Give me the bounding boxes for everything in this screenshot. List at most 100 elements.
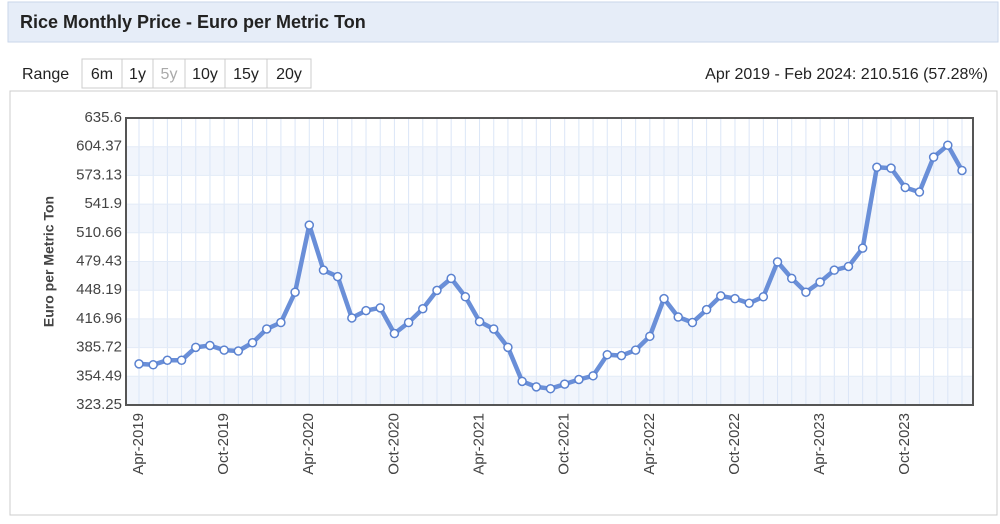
data-point [176,355,187,365]
data-point [815,277,825,287]
data-point [588,371,598,381]
data-point [545,383,556,394]
grid-band [126,204,973,233]
grid-band [126,146,973,176]
data-point [318,265,329,275]
data-point [758,292,769,302]
data-point [673,312,683,322]
range-button-label: 5y [161,66,178,83]
range-summary: Apr 2019 - Feb 2024: 210.516 (57.28%) [705,66,988,83]
data-point [219,345,229,355]
data-point [716,291,726,301]
data-point [730,293,740,304]
data-point [488,324,499,334]
y-tick-label: 635.6 [84,109,122,126]
x-tick-label: Oct-2023 [896,413,913,475]
data-point [191,342,201,353]
data-point [943,140,953,150]
data-point [432,285,442,296]
data-point [957,165,967,176]
data-point [517,376,527,387]
x-tick-label: Apr-2021 [471,413,488,475]
x-tick-label: Apr-2019 [130,413,147,475]
data-point [389,328,400,339]
y-tick-label: 510.66 [76,224,122,241]
data-point [162,355,173,365]
x-tick-label: Oct-2020 [385,413,402,475]
data-point [474,316,485,327]
data-point [928,152,939,162]
data-point [786,273,797,284]
data-point [233,346,244,356]
data-point [375,303,385,313]
data-point [574,374,584,385]
range-button[interactable] [184,58,226,89]
range-label: Range [22,66,69,83]
y-tick-label: 573.13 [76,166,122,183]
data-point [602,349,613,360]
data-point [332,271,343,282]
data-point [772,257,783,267]
y-tick-label: 354.49 [76,367,122,384]
data-point [290,287,300,297]
y-tick-label: 448.19 [76,281,122,298]
data-point [261,324,272,334]
data-point [134,359,144,369]
x-tick-label: Oct-2019 [215,413,232,475]
data-point [900,182,910,193]
range-button[interactable] [81,58,123,89]
y-tick-label: 323.25 [76,396,122,413]
data-point [645,331,655,342]
data-point [531,382,542,392]
data-point [347,313,357,323]
data-point [304,220,315,230]
data-point [559,379,570,389]
range-button-label: 10y [192,66,218,83]
data-point [403,317,414,328]
data-point [843,261,854,272]
page-title: Rice Monthly Price - Euro per Metric Ton [20,12,366,32]
range-button[interactable] [224,58,268,89]
range-button-label: 6m [91,66,113,83]
y-tick-label: 385.72 [76,339,122,356]
y-axis-label: Euro per Metric Ton [41,196,57,327]
plot-border [125,117,974,406]
y-tick-label: 541.9 [84,195,122,212]
data-point [361,305,371,316]
range-button[interactable] [152,58,186,89]
data-point [418,304,428,314]
x-tick-label: Apr-2020 [300,413,317,475]
range-button[interactable] [266,58,312,89]
data-point [446,273,456,284]
x-tick-label: Apr-2022 [641,413,658,475]
y-tick-label: 416.96 [76,310,122,327]
y-tick-label: 479.43 [76,252,122,269]
data-point [148,360,158,370]
data-point [276,317,286,328]
range-button-label: 1y [129,66,146,83]
data-point [503,342,513,353]
data-point [829,265,840,275]
data-point [460,292,471,302]
range-button-label: 15y [233,66,259,83]
data-point [659,293,669,304]
data-point [701,304,712,315]
data-point [886,163,896,173]
data-point [205,340,215,351]
x-tick-label: Apr-2023 [811,413,828,475]
header-bar [7,1,999,43]
data-point [914,187,925,197]
data-point [616,350,627,361]
data-point [872,162,882,172]
data-point [857,243,868,253]
x-tick-label: Oct-2022 [726,413,743,475]
data-point [744,298,754,308]
range-button-label: 20y [276,66,302,83]
x-tick-label: Oct-2021 [556,413,573,475]
data-point [687,317,698,328]
data-point [801,287,811,297]
data-point [630,345,641,355]
data-point [247,337,258,348]
y-tick-label: 604.37 [76,138,122,155]
